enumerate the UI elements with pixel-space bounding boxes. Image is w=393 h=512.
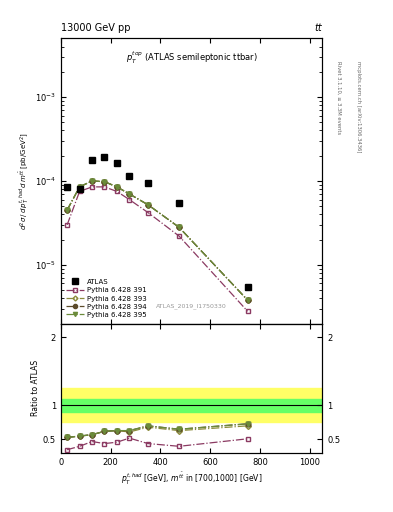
Legend: ATLAS, Pythia 6.428 391, Pythia 6.428 393, Pythia 6.428 394, Pythia 6.428 395: ATLAS, Pythia 6.428 391, Pythia 6.428 39… <box>64 276 149 320</box>
Y-axis label: Ratio to ATLAS: Ratio to ATLAS <box>31 360 40 416</box>
X-axis label: $p_T^{t,had}$ [GeV], $m^{t\bar{t}}$ in [700,1000] [GeV]: $p_T^{t,had}$ [GeV], $m^{t\bar{t}}$ in [… <box>121 471 262 487</box>
Text: tt: tt <box>314 23 322 33</box>
Text: mcplots.cern.ch [arXiv:1306.3436]: mcplots.cern.ch [arXiv:1306.3436] <box>356 61 361 153</box>
Text: $p_T^{top}$ (ATLAS semileptonic ttbar): $p_T^{top}$ (ATLAS semileptonic ttbar) <box>126 50 257 66</box>
Y-axis label: $d^2\sigma\,/\,d\,p_T^{t,had}\,d\,m^{t\bar{t}}$ [pb/GeV$^2$]: $d^2\sigma\,/\,d\,p_T^{t,had}\,d\,m^{t\b… <box>18 132 32 230</box>
Text: 13000 GeV pp: 13000 GeV pp <box>61 23 130 33</box>
Text: ATLAS_2019_I1750330: ATLAS_2019_I1750330 <box>156 304 227 309</box>
Text: Rivet 3.1.10, ≥ 3.3M events: Rivet 3.1.10, ≥ 3.3M events <box>336 61 341 135</box>
